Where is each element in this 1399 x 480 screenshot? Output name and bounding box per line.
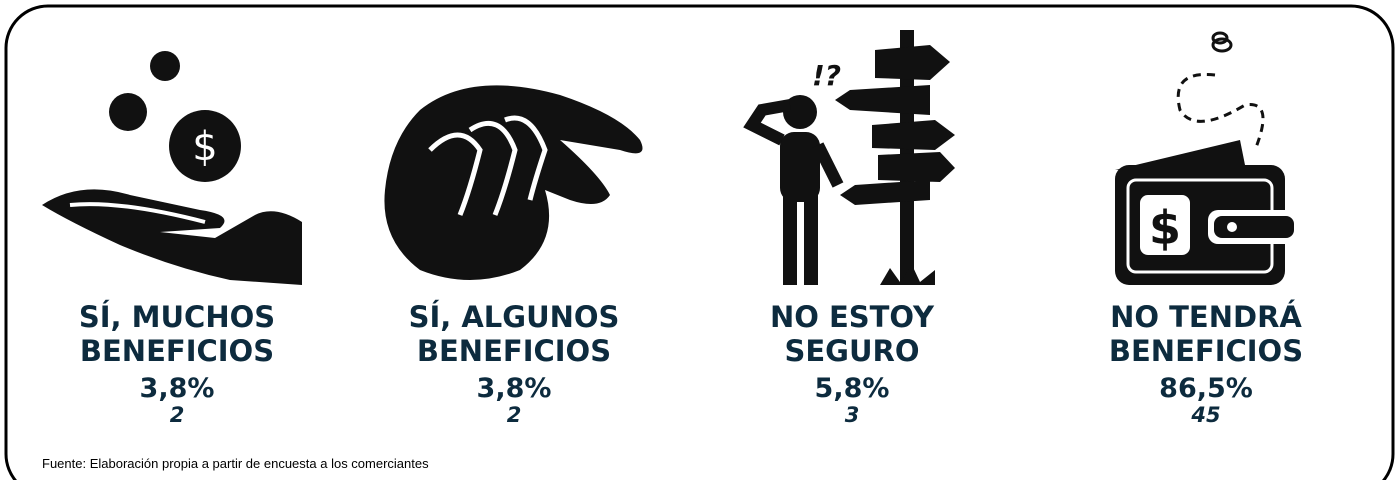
item-label: NO TENDRÁ	[1110, 300, 1302, 334]
icon-hand-coins: $	[42, 51, 302, 285]
item-percent: 5,8%	[815, 373, 890, 404]
item-label: SEGURO	[784, 334, 919, 368]
icon-pinch	[384, 85, 643, 280]
svg-text:$: $	[1149, 201, 1181, 255]
item-label: SÍ, ALGUNOS	[409, 300, 620, 334]
item-percent: 86,5%	[1159, 373, 1253, 404]
item-count: 2	[507, 403, 522, 427]
icon-wallet: $	[1115, 31, 1300, 285]
item-count: 45	[1190, 403, 1220, 427]
item-count: 2	[170, 403, 185, 427]
item-count: 3	[845, 403, 860, 427]
item-label: NO ESTOY	[770, 300, 935, 334]
frame	[4, 4, 1395, 480]
item-percent: 3,8%	[140, 373, 215, 404]
item-label: BENEFICIOS	[1109, 334, 1303, 368]
icon-text: !?	[812, 59, 841, 92]
item-label: SÍ, MUCHOS	[79, 300, 275, 334]
svg-text:$: $	[192, 124, 217, 170]
source-note: Fuente: Elaboración propia a partir de e…	[42, 456, 429, 471]
item-label: BENEFICIOS	[417, 334, 611, 368]
item-percent: 3,8%	[477, 373, 552, 404]
item-label: BENEFICIOS	[80, 334, 274, 368]
icon-confused: !?	[743, 30, 955, 285]
